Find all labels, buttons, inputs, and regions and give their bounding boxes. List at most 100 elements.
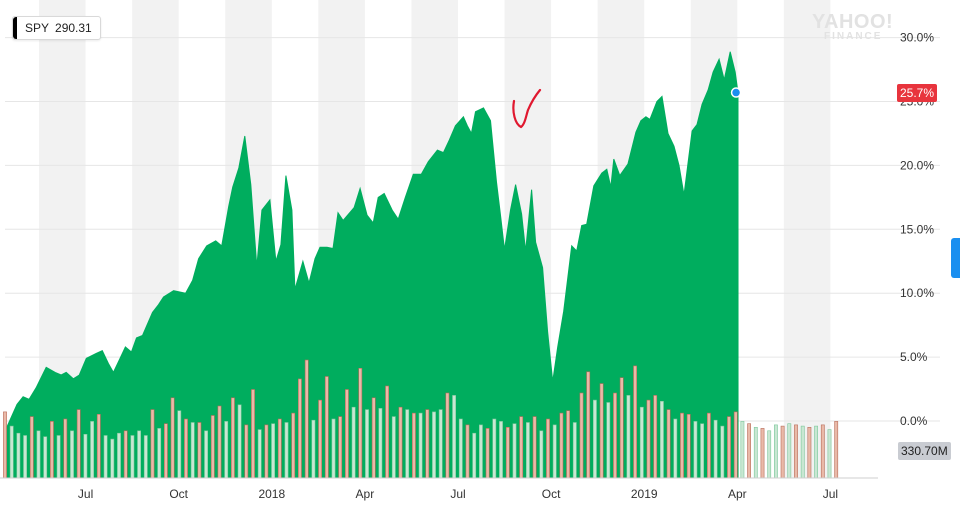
volume-bar — [787, 423, 792, 479]
price-area-series — [4, 51, 739, 479]
x-tick-label: Jul — [450, 487, 465, 501]
volume-bar — [103, 435, 108, 479]
ticker-chip[interactable]: SPY 290.31 — [12, 16, 101, 40]
volume-bar — [297, 378, 302, 479]
side-panel-tab[interactable] — [951, 238, 960, 278]
x-tick-label: Jul — [823, 487, 838, 501]
price-area — [4, 51, 739, 479]
volume-bar — [63, 418, 68, 479]
volume-bar — [117, 432, 121, 479]
volume-bar — [190, 422, 195, 479]
volume-bar — [210, 415, 215, 479]
volume-bar — [23, 435, 28, 479]
volume-bar — [767, 430, 772, 479]
volume-bar — [291, 412, 296, 479]
volume-bar — [626, 395, 631, 479]
annotations — [512, 87, 742, 129]
watermark-line2: FINANCE — [824, 31, 883, 42]
volume-bar — [666, 409, 671, 479]
volume-bar — [566, 410, 571, 479]
volume-bar — [740, 421, 745, 479]
volume-bar — [599, 383, 604, 479]
volume-bar — [311, 419, 316, 479]
volume-bar — [827, 429, 832, 479]
y-tick-label: 10.0% — [900, 286, 934, 300]
x-tick-label: Oct — [542, 487, 561, 501]
volume-bar — [552, 424, 557, 479]
volume-bar — [425, 409, 430, 479]
volume-bar — [49, 421, 54, 479]
volume-bar — [700, 423, 705, 479]
volume-bar — [613, 392, 617, 479]
volume-bar — [834, 421, 839, 479]
volume-bar — [237, 404, 242, 479]
volume-bar — [800, 425, 805, 479]
x-tick-label: 2019 — [631, 487, 658, 501]
volume-bar — [257, 429, 262, 479]
volume-bar — [231, 397, 235, 479]
volume-bar — [485, 428, 490, 479]
volume-bar — [814, 425, 819, 479]
volume-bar — [338, 416, 343, 479]
hand-drawn-check-annotation — [512, 88, 542, 129]
volume-bar — [365, 409, 369, 479]
volume-bar — [56, 435, 61, 479]
ticker-price: 290.31 — [55, 21, 92, 35]
volume-bar — [760, 428, 765, 479]
volume-bar — [499, 421, 503, 479]
volume-bar — [143, 435, 148, 479]
volume-bar — [284, 422, 289, 479]
watermark-line1: YAHOO! — [812, 11, 894, 33]
volume-bar — [29, 416, 34, 479]
volume-bar — [184, 418, 188, 479]
volume-bar — [224, 421, 229, 479]
volume-bar — [318, 399, 323, 479]
volume-bar — [157, 428, 162, 479]
volume-bar — [331, 418, 336, 479]
volume-bar — [452, 395, 457, 479]
volume-bar — [492, 418, 497, 479]
volume-bar — [559, 412, 564, 479]
x-tick-label: Apr — [728, 487, 747, 501]
volume-bar — [753, 426, 758, 479]
volume-bar — [586, 371, 591, 479]
volume-bar — [304, 359, 309, 479]
volume-bar — [820, 424, 825, 479]
volume-bar — [606, 402, 611, 479]
volume-bar — [358, 367, 363, 479]
volume-bar — [633, 365, 638, 479]
series-color-swatch — [13, 17, 17, 39]
volume-bar — [204, 430, 209, 479]
volume-bar — [653, 395, 658, 479]
y-tick-label: 15.0% — [900, 222, 934, 236]
y-tick-label: 5.0% — [900, 350, 928, 364]
volume-bar — [733, 411, 738, 479]
volume-bar — [385, 385, 390, 479]
volume-bar — [277, 418, 282, 479]
current-value-badge: 25.7% — [897, 84, 938, 102]
current-value-marker — [730, 87, 742, 98]
volume-bar — [391, 416, 396, 479]
volume-bar — [150, 409, 155, 479]
volume-bar — [3, 411, 7, 479]
volume-bar — [197, 422, 202, 479]
volume-bar — [458, 418, 463, 479]
volume-bar — [244, 424, 249, 479]
volume-bar — [619, 377, 624, 479]
volume-bar — [344, 389, 349, 479]
x-axis-labels: Jul Oct 2018 Apr Jul Oct 2019 Apr Jul — [78, 487, 838, 501]
volume-bar — [592, 399, 597, 479]
volume-bar — [505, 426, 510, 479]
volume-bar — [378, 408, 383, 479]
volume-bar — [472, 432, 477, 479]
volume-bar — [371, 397, 376, 479]
volume-bar — [686, 413, 691, 479]
volume-bar — [780, 425, 785, 479]
y-tick-label: 30.0% — [900, 31, 934, 45]
volume-bar — [43, 436, 48, 479]
volume-bar — [465, 424, 470, 479]
volume-bar — [9, 425, 14, 479]
volume-bar — [727, 416, 731, 479]
yahoo-finance-watermark: YAHOO! FINANCE — [812, 12, 893, 42]
volume-bar — [794, 424, 798, 479]
